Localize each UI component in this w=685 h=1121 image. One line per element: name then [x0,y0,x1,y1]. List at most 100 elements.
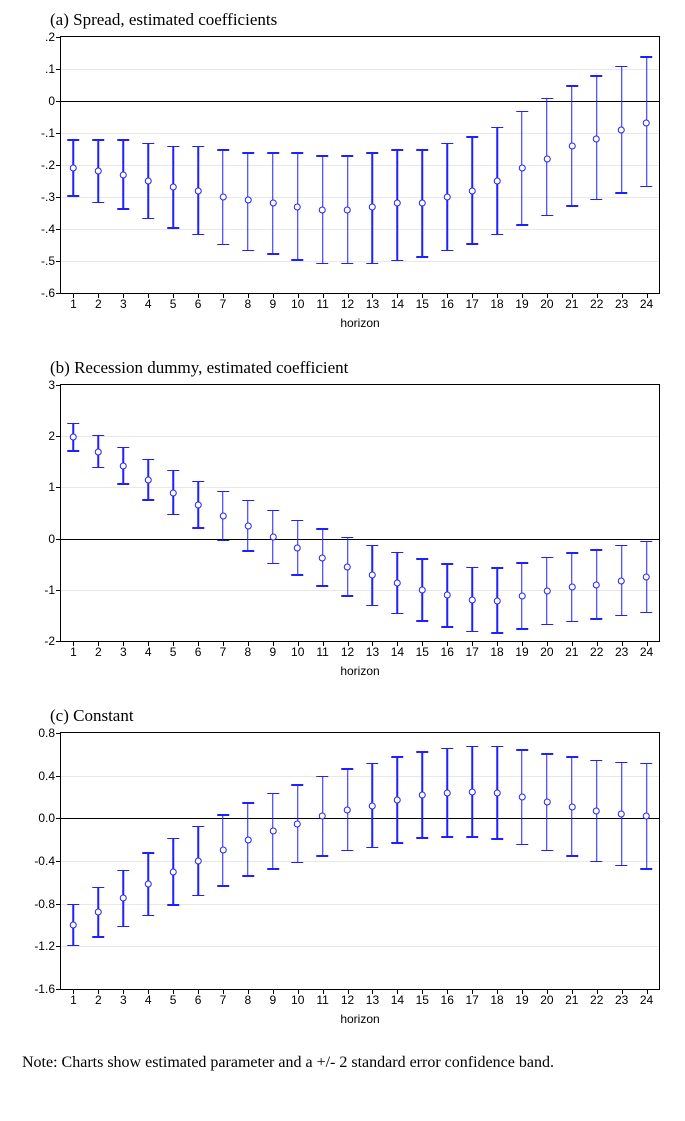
cap-bottom [92,202,104,204]
xtick-label: 9 [269,293,276,311]
xtick-label: 5 [170,641,177,659]
cap-top [616,545,628,547]
cap-top [292,784,304,786]
cap-bottom [416,256,428,258]
error-bar [446,748,448,838]
point-marker [543,155,550,162]
xtick-label: 16 [441,641,454,659]
error-bar [496,746,498,840]
error-bar [73,904,75,947]
ytick-label: 1 [48,480,61,494]
cap-bottom [566,855,578,857]
cap-bottom [67,450,79,452]
ytick-label: -2 [44,634,61,648]
cap-top [641,541,653,543]
point-marker [518,165,525,172]
point-marker [269,828,276,835]
xtick-label: 19 [515,641,528,659]
point-marker [518,794,525,801]
xtick-label: 4 [145,989,152,1007]
point-marker [419,586,426,593]
error-bar [147,459,149,501]
ytick-label: 0 [48,532,61,546]
xtick-label: 4 [145,641,152,659]
cap-bottom [641,868,653,870]
gridline [61,861,659,862]
point-marker [219,513,226,520]
xtick-label: 6 [195,989,202,1007]
cap-top [566,85,578,87]
error-bar [646,541,648,614]
error-bar [372,545,374,606]
ytick-label: 0.4 [38,769,61,783]
point-marker [344,806,351,813]
point-marker [95,168,102,175]
error-bar [172,146,174,229]
xtick-label: 10 [291,641,304,659]
cap-bottom [242,250,254,252]
error-bar [621,66,623,194]
cap-top [317,155,329,157]
ytick-label: -.3 [41,190,61,204]
point-marker [419,791,426,798]
cap-top [491,746,503,748]
xtick-label: 1 [70,641,77,659]
point-marker [195,501,202,508]
panel-title: (c) Constant [50,706,665,726]
ytick-label: .1 [45,62,61,76]
cap-top [541,557,553,559]
error-bar [272,510,274,564]
xtick-label: 3 [120,293,127,311]
cap-bottom [217,540,229,542]
cap-bottom [591,861,603,863]
point-marker [618,126,625,133]
point-marker [195,857,202,864]
error-bar [397,552,399,614]
point-marker [319,206,326,213]
ytick-label: -1.6 [34,982,61,996]
point-marker [319,813,326,820]
cap-bottom [441,836,453,838]
xtick-label: 19 [515,293,528,311]
cap-bottom [267,253,279,255]
cap-bottom [342,595,354,597]
error-bar [446,143,448,252]
zero-line [61,101,659,102]
error-bar [621,545,623,617]
error-bar [172,838,174,906]
cap-top [192,826,204,828]
point-marker [344,563,351,570]
error-bar [571,552,573,622]
error-bar [73,423,75,452]
xtick-label: 14 [391,293,404,311]
cap-bottom [242,550,254,552]
cap-top [516,562,528,564]
error-bar [297,784,299,863]
cap-top [342,768,354,770]
point-marker [294,820,301,827]
cap-top [391,756,403,758]
cap-bottom [92,936,104,938]
cap-bottom [516,224,528,226]
xtick-label: 2 [95,293,102,311]
chart: -2-1012312345678910111213141516171819202… [30,384,660,678]
xtick-label: 8 [245,641,252,659]
cap-top [317,528,329,530]
xtick-label: 6 [195,293,202,311]
cap-top [566,552,578,554]
error-bar [222,149,224,245]
point-marker [593,136,600,143]
xtick-label: 11 [316,641,328,659]
xtick-label: 21 [565,989,578,1007]
cap-bottom [217,885,229,887]
cap-top [616,66,628,68]
xtick-label: 20 [540,989,553,1007]
error-bar [347,537,349,597]
cap-top [391,552,403,554]
point-marker [219,194,226,201]
xtick-label: 23 [615,989,628,1007]
plot-area: -2-1012312345678910111213141516171819202… [60,384,660,642]
xtick-label: 14 [391,641,404,659]
gridline [61,776,659,777]
cap-bottom [192,234,204,236]
